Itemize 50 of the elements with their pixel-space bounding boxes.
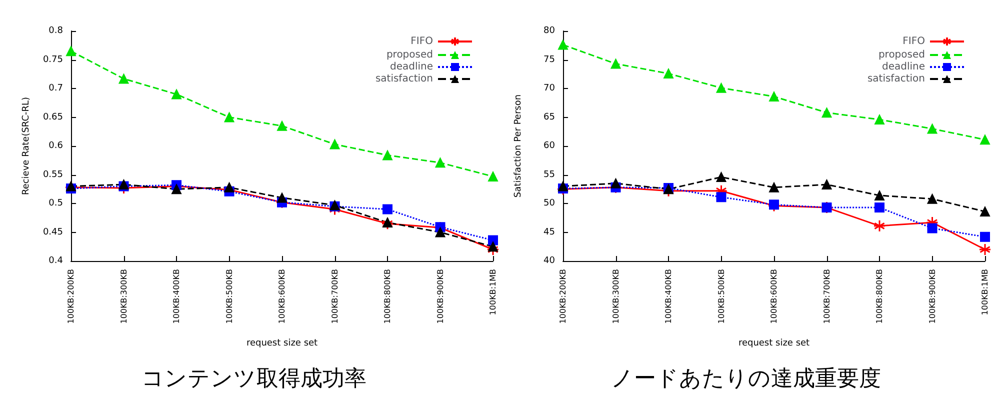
x-tick-label: 100KB:900KB: [436, 269, 445, 324]
y-tick-label: 0.4: [48, 256, 64, 266]
y-tick-label: 50: [544, 198, 556, 208]
legend-label: deadline: [390, 62, 433, 72]
y-tick-label: 55: [544, 170, 555, 180]
legend-label: FIFO: [902, 36, 926, 47]
y-tick-label: 45: [544, 227, 555, 238]
x-tick-label: 100KB:1MB: [980, 269, 990, 316]
x-tick-label: 100KB:800KB: [383, 269, 392, 324]
x-tick-label: 100KB:1MB: [488, 269, 498, 316]
legend-label: satisfaction: [375, 74, 433, 84]
x-tick-label: 100KB:700KB: [330, 269, 340, 324]
x-tick-label: 100KB:500KB: [716, 269, 726, 324]
legend-label: proposed: [386, 50, 433, 60]
x-tick-label: 100KB:600KB: [770, 269, 778, 324]
y-tick-label: 40: [544, 256, 556, 266]
y-tick-label: 0.65: [42, 112, 63, 122]
legend-label: FIFO: [410, 36, 434, 47]
x-axis-title: request size set: [246, 338, 318, 348]
y-tick-label: 80: [544, 26, 556, 36]
x-tick-label: 100KB:900KB: [928, 269, 937, 324]
x-tick-label: 100KB:300KB: [611, 269, 620, 324]
legend-label: satisfaction: [867, 74, 925, 84]
x-tick-label: 100KB:200KB: [558, 269, 568, 324]
y-tick-label: 0.8: [48, 26, 64, 36]
x-tick-label: 100KB:800KB: [875, 269, 884, 324]
x-tick-label: 100KB:300KB: [119, 269, 128, 324]
y-axis-title: Satisfaction Per Person: [514, 94, 524, 198]
y-tick-label: 0.45: [42, 227, 63, 238]
x-axis-title: request size set: [738, 338, 810, 348]
y-tick-label: 0.5: [48, 198, 63, 208]
text: コンテンツ取得成功率: [142, 366, 366, 392]
y-tick-label: 60: [544, 141, 556, 151]
y-tick-label: 0.7: [48, 84, 63, 94]
text: ノードあたりの達成重要度: [611, 366, 881, 392]
y-tick-label: 0.55: [42, 170, 63, 180]
y-axis-title: Recieve Rate(SRC-RL): [22, 96, 32, 196]
legend-label: proposed: [878, 50, 925, 60]
legend-label: deadline: [882, 62, 925, 72]
x-tick-label: 100KB:600KB: [278, 269, 286, 324]
y-tick-label: 0.75: [42, 54, 63, 65]
y-tick-label: 0.6: [48, 141, 64, 151]
y-tick-label: 65: [544, 112, 555, 122]
y-tick-label: 70: [544, 84, 556, 94]
x-tick-label: 100KB:400KB: [172, 269, 181, 324]
y-tick-label: 75: [544, 54, 555, 65]
x-tick-label: 100KB:200KB: [66, 269, 76, 324]
x-tick-label: 100KB:400KB: [664, 269, 673, 324]
x-tick-label: 100KB:500KB: [224, 269, 234, 324]
x-tick-label: 100KB:700KB: [822, 269, 832, 324]
